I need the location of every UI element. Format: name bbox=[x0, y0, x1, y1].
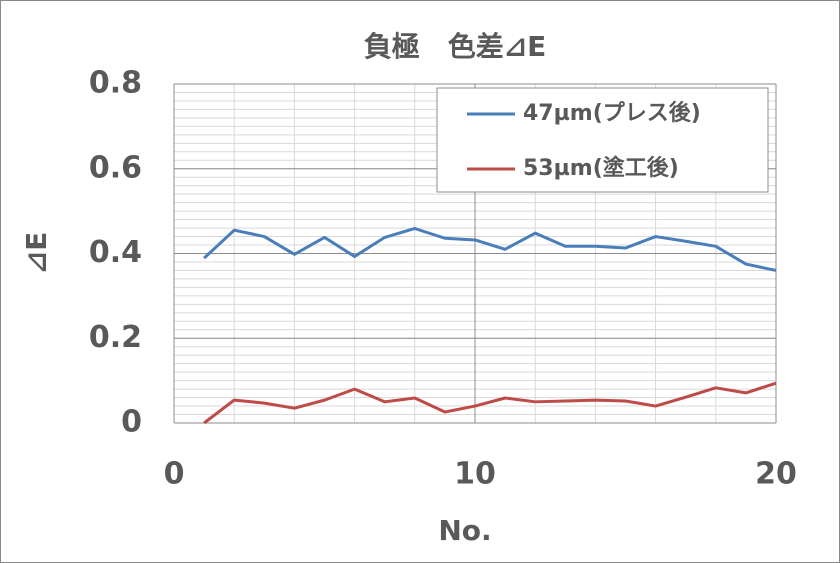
chart-title: 負極 色差⊿E bbox=[364, 30, 547, 63]
y-tick-label: 0.2 bbox=[89, 320, 142, 355]
legend-label: 53µm(塗工後) bbox=[523, 155, 679, 181]
y-axis-label: ⊿E bbox=[20, 232, 53, 275]
x-tick-label: 0 bbox=[164, 457, 185, 492]
y-tick-label: 0.6 bbox=[89, 150, 142, 185]
legend: 47µm(プレス後) 53µm(塗工後) bbox=[436, 87, 769, 193]
y-tick-label: 0.4 bbox=[89, 235, 142, 270]
legend-box bbox=[436, 87, 769, 193]
data-line bbox=[203, 226, 777, 272]
x-tick-label: 20 bbox=[755, 457, 797, 492]
x-tick-label: 10 bbox=[454, 457, 496, 492]
legend-label: 47µm(プレス後) bbox=[523, 100, 701, 126]
y-tick-label: 0.8 bbox=[89, 66, 142, 101]
y-tick-label: 0 bbox=[121, 405, 142, 440]
x-axis-label: No. bbox=[438, 514, 491, 547]
data-line bbox=[203, 381, 777, 425]
plot bbox=[203, 226, 777, 425]
